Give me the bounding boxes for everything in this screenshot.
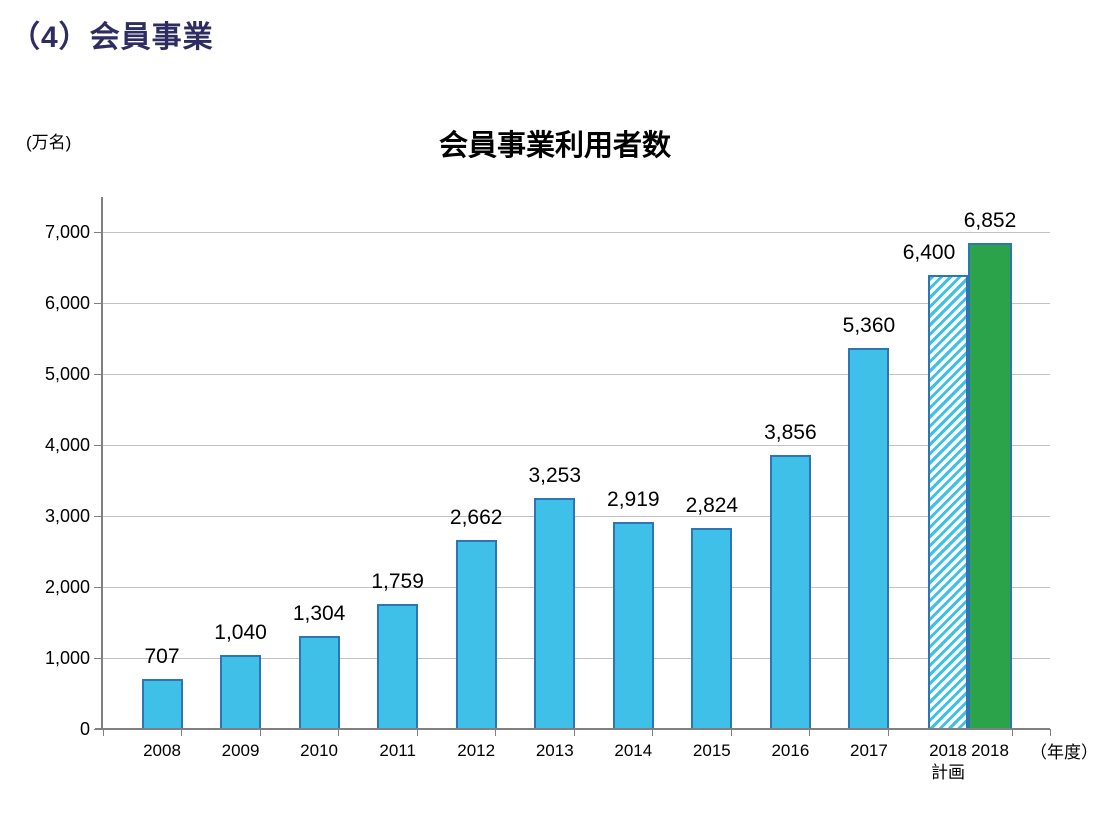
x-axis-label-line: 2018	[971, 741, 1009, 760]
value-label-2014: 2,919	[607, 488, 660, 511]
bar-2013	[534, 498, 576, 729]
x-axis-tick-8	[730, 729, 732, 736]
x-axis-label-line: 2018	[929, 741, 967, 760]
x-axis-label-line: 2008	[143, 741, 181, 760]
x-axis-tick-12	[1049, 729, 1051, 736]
y-axis-label-5000: 5,000	[44, 364, 90, 384]
x-axis-label-2013: 2013	[505, 740, 605, 762]
x-axis-label-line: 2016	[771, 741, 810, 760]
x-axis-tick-7	[652, 729, 654, 736]
x-axis-tick-3	[338, 729, 340, 736]
x-axis-label-line: 2015	[692, 741, 731, 760]
value-label-2010: 1,304	[292, 602, 346, 625]
gridline-5000	[103, 373, 1050, 375]
bar-2016	[769, 455, 811, 729]
gridline-1000	[103, 657, 1050, 659]
bar-2018-plan	[928, 275, 968, 729]
x-axis-label-line: 2010	[300, 741, 338, 760]
value-label-2017: 5,360	[842, 314, 896, 337]
value-label-2012: 2,662	[449, 506, 503, 529]
bar-2008	[141, 679, 183, 729]
x-axis-tick-5	[495, 729, 497, 736]
x-axis-tick-9	[809, 729, 811, 736]
y-axis-label-3000: 3,000	[44, 506, 90, 526]
gridline-2000	[103, 586, 1050, 588]
value-label-2013: 3,253	[528, 464, 582, 487]
x-axis-tick-6	[573, 729, 575, 736]
bar-2015	[691, 528, 733, 729]
x-axis-label-2008: 2008	[112, 740, 212, 762]
x-axis-label-line: 2013	[535, 741, 574, 760]
x-axis-tick-10	[888, 729, 889, 736]
y-axis-tick-4000	[94, 444, 102, 446]
x-axis-label-line: 2014	[614, 741, 653, 760]
y-axis-label-1000: 1,000	[44, 648, 90, 668]
x-axis-label-2015: 2015	[662, 740, 762, 762]
bar-2010	[298, 636, 340, 729]
x-axis-tick-11	[1011, 729, 1013, 736]
gridline-3000	[103, 515, 1050, 517]
bar-2018-actual	[968, 243, 1012, 729]
bar-2017	[848, 348, 890, 729]
x-axis-label-line: 2017	[850, 741, 888, 760]
section-heading: （4）会員事業	[10, 21, 214, 54]
x-axis-label-2018-actual: 2018	[940, 740, 1040, 762]
value-label-2015: 2,824	[685, 494, 739, 517]
x-axis-label-2012: 2012	[426, 740, 526, 762]
value-label-2011: 1,759	[371, 570, 424, 593]
y-axis-label-0: 0	[79, 719, 90, 739]
y-axis-tick-7000	[94, 231, 102, 233]
x-axis-tick-4	[416, 729, 418, 736]
x-axis-label-line: 2009	[221, 741, 260, 760]
y-axis-tick-1000	[94, 657, 102, 659]
value-label-2008: 707	[144, 645, 180, 668]
y-axis-tick-6000	[94, 302, 102, 304]
y-axis-label-4000: 4,000	[44, 435, 90, 455]
x-axis-label-2014: 2014	[583, 740, 683, 762]
y-axis-label-7000: 7,000	[44, 222, 90, 242]
bar-2009	[220, 655, 262, 729]
bar-2011	[377, 604, 419, 729]
value-label-2016: 3,856	[764, 421, 817, 444]
bar-2014	[612, 522, 654, 729]
x-axis-tick-1	[181, 729, 183, 736]
x-axis-label-line: 2011	[379, 741, 416, 760]
y-axis-line	[101, 197, 103, 729]
value-label-2018-plan: 6,400	[902, 241, 956, 264]
y-axis-label-2000: 2,000	[44, 577, 90, 597]
x-axis-label-2011: 2011	[348, 740, 448, 762]
x-axis-tick-0	[102, 729, 104, 736]
y-axis-label-6000: 6,000	[44, 293, 90, 313]
x-axis-label-2018-plan: 2018 計画	[898, 740, 998, 784]
x-axis-label-2016: 2016	[740, 740, 840, 762]
value-label-2018-actual: 6,852	[963, 209, 1017, 232]
y-axis-tick-2000	[94, 586, 102, 588]
x-axis-unit-label: （年度）	[1030, 743, 1098, 762]
y-axis-unit-label: (万名)	[26, 133, 72, 152]
x-axis-label-line: 計画	[931, 763, 965, 782]
x-axis-tick-2	[259, 729, 261, 736]
x-axis-label-2010: 2010	[269, 740, 369, 762]
gridline-7000	[103, 231, 1050, 233]
x-axis-label-2017: 2017	[819, 740, 919, 762]
gridline-6000	[103, 302, 1050, 304]
gridline-4000	[103, 444, 1050, 446]
y-axis-tick-5000	[94, 373, 102, 375]
x-axis-line	[95, 728, 1050, 730]
x-axis-label-2009: 2009	[191, 740, 291, 762]
bar-2012	[455, 540, 497, 729]
value-label-2009: 1,040	[214, 621, 267, 644]
y-axis-tick-3000	[94, 515, 102, 517]
x-axis-label-line: 2012	[457, 741, 496, 760]
chart-title: 会員事業利用者数	[438, 130, 671, 162]
